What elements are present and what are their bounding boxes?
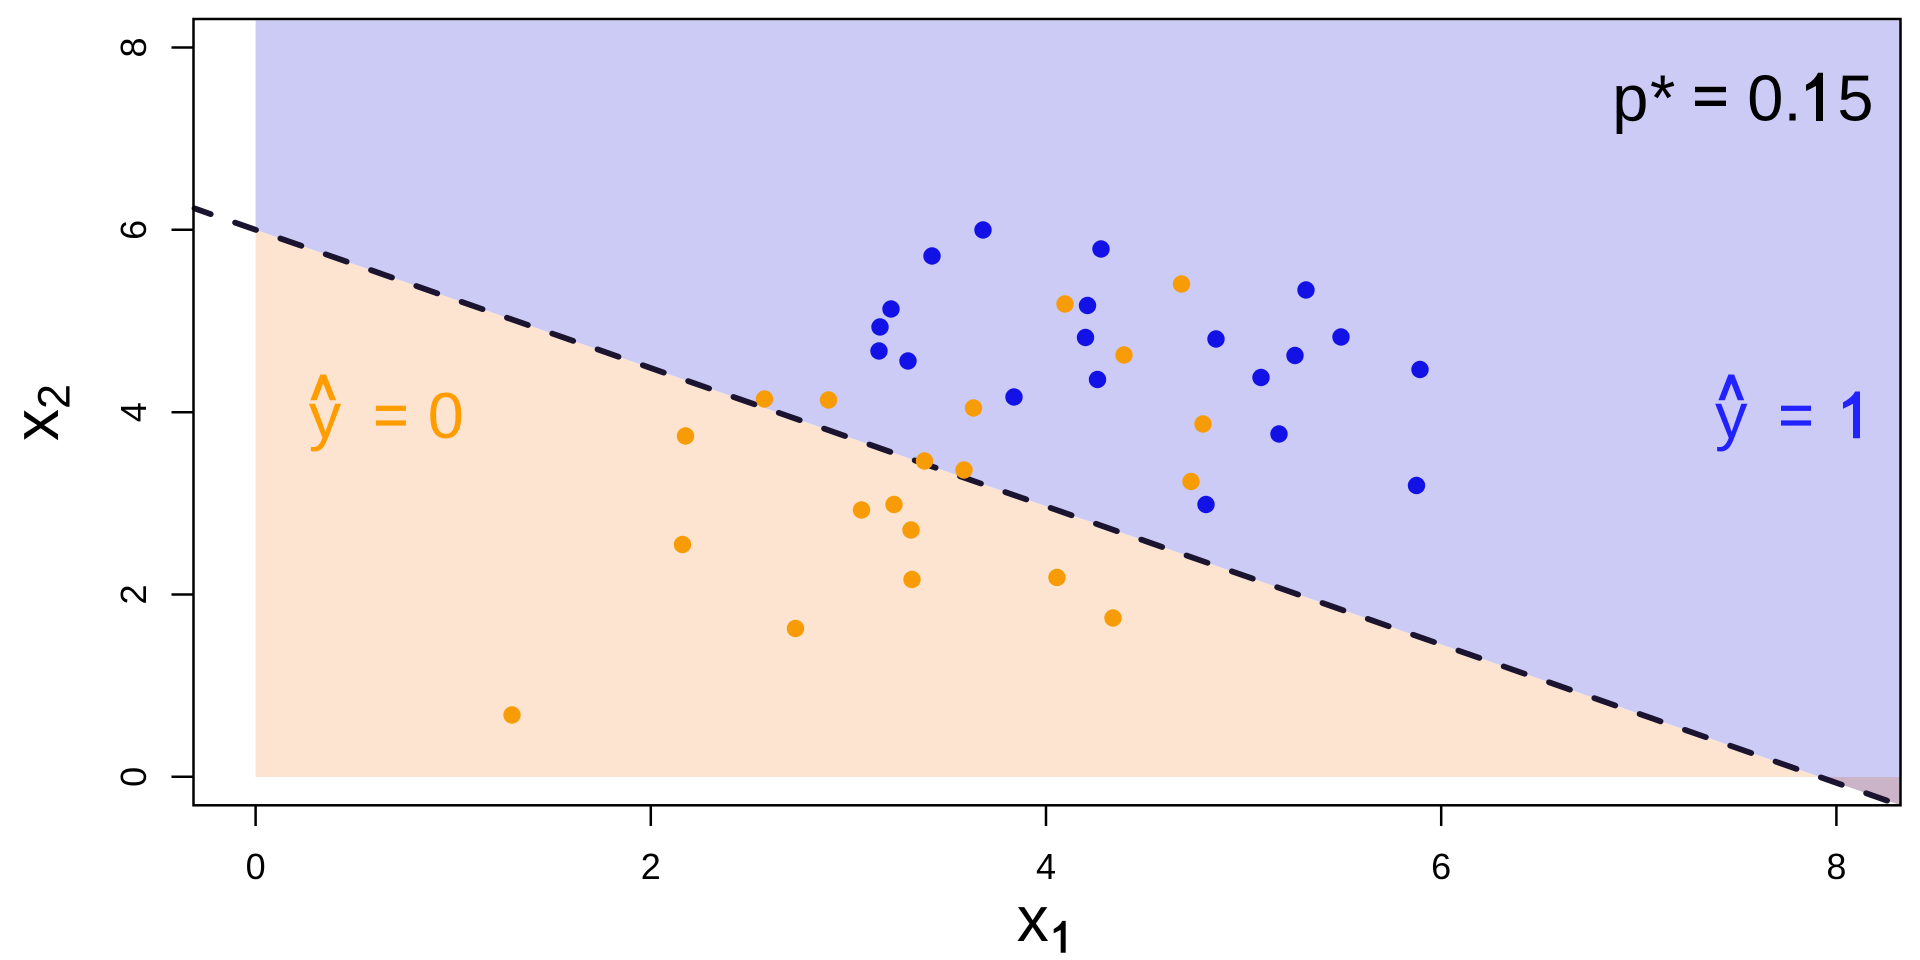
svg-text:y: y — [309, 379, 342, 452]
svg-text:6: 6 — [1431, 846, 1451, 887]
svg-text:8: 8 — [1826, 846, 1846, 887]
svg-text:0: 0 — [428, 379, 464, 452]
svg-text:4: 4 — [113, 402, 154, 422]
svg-text:2: 2 — [641, 846, 661, 887]
svg-text:2: 2 — [113, 584, 154, 604]
svg-text:0.: 0. — [1747, 62, 1801, 135]
svg-text:0: 0 — [113, 767, 154, 787]
svg-text:5: 5 — [1837, 62, 1873, 135]
svg-text:0: 0 — [246, 846, 266, 887]
svg-text:p: p — [1612, 62, 1648, 135]
svg-text:y: y — [1715, 379, 1748, 452]
svg-text:x: x — [1017, 883, 1049, 955]
svg-text:8: 8 — [113, 37, 154, 57]
svg-text:*: * — [1650, 62, 1675, 135]
svg-text:6: 6 — [113, 220, 154, 240]
svg-text:4: 4 — [1036, 846, 1056, 887]
svg-text:x2: x2 — [0, 384, 80, 441]
